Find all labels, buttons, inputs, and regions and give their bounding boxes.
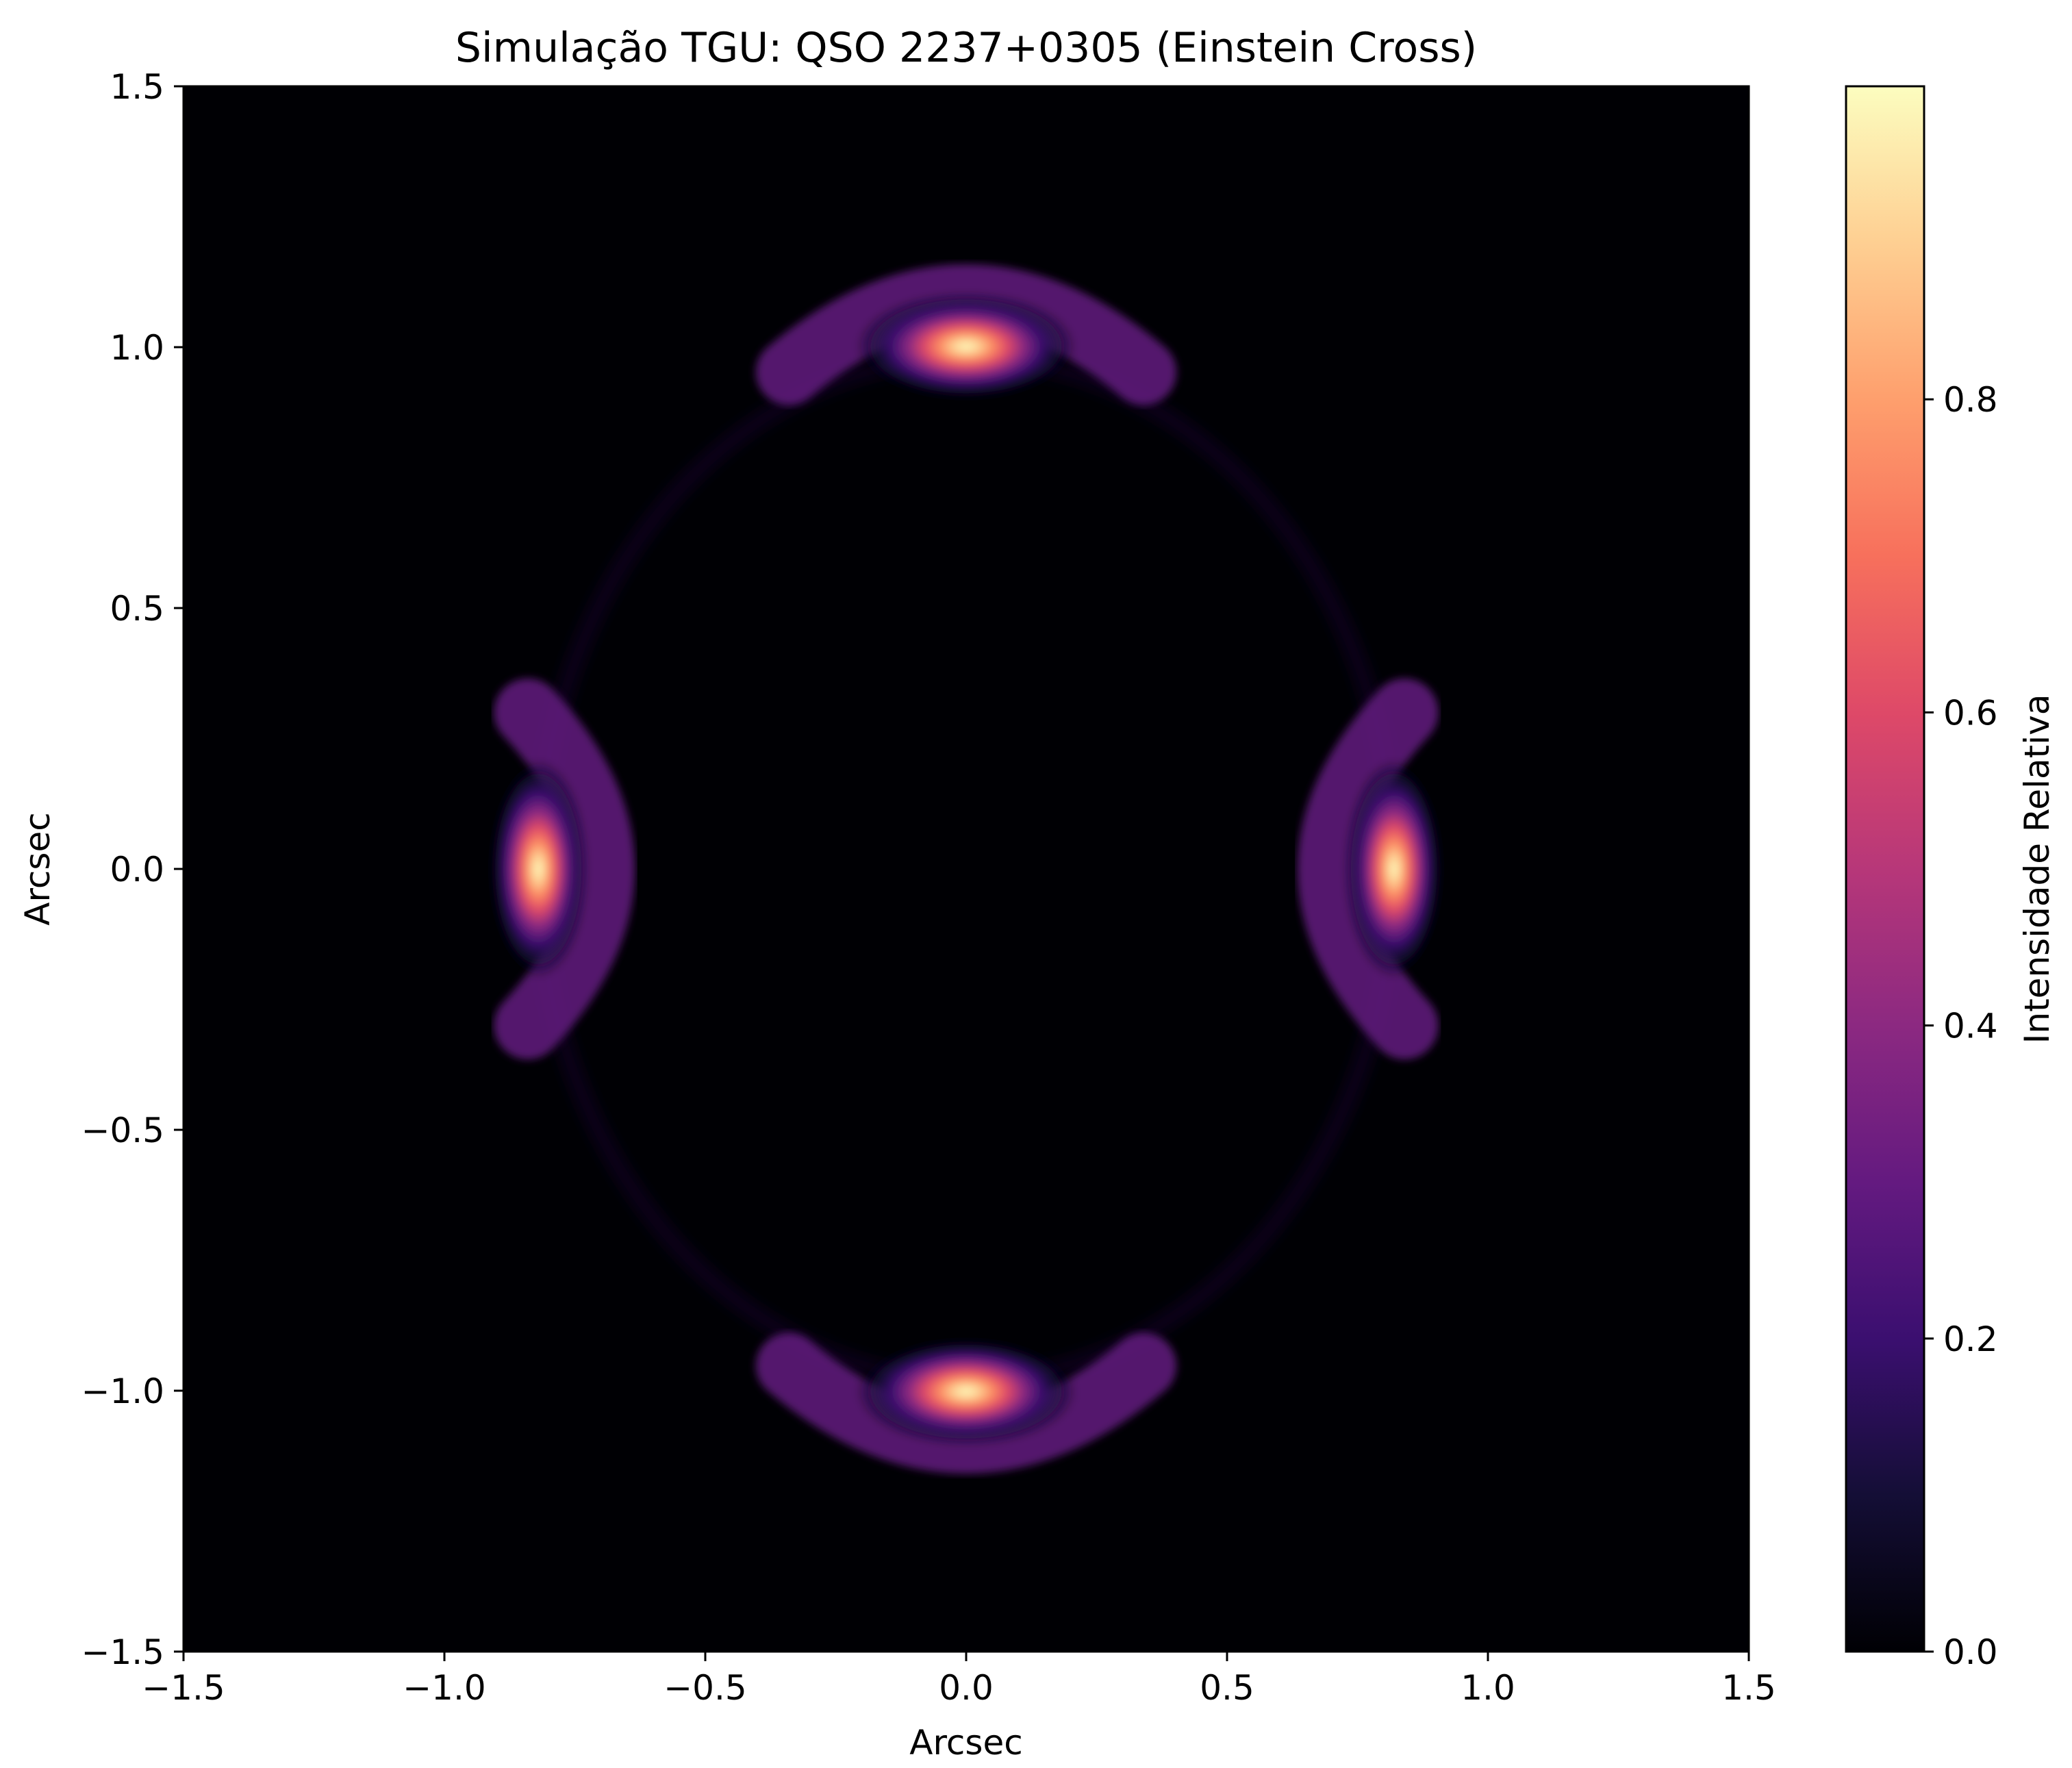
x-tick-label: 0.0 [939, 1668, 994, 1708]
colorbar-tick-label: 0.0 [1943, 1632, 1998, 1672]
y-tick-label: 0.5 [110, 589, 164, 629]
lensed-image-d [1297, 678, 1444, 1060]
lensed-image-a [755, 264, 1177, 405]
y-axis-label: Arcsec [18, 812, 58, 925]
y-axis: −1.5 −1.0 −0.5 0.0 0.5 1.0 1.5 [81, 67, 184, 1672]
colorbar-label: Intensidade Relativa [2017, 694, 2057, 1044]
x-axis-label: Arcsec [909, 1723, 1022, 1763]
y-tick-label: −0.5 [81, 1111, 164, 1150]
plot-area [182, 85, 1750, 1653]
x-tick-label: −1.0 [403, 1668, 485, 1708]
colorbar-gradient [1845, 85, 1925, 1653]
colorbar: 0.0 0.2 0.4 0.6 0.8 Intensidade Relativa [1845, 85, 2057, 1672]
colorbar-ticks: 0.0 0.2 0.4 0.6 0.8 [1924, 380, 1998, 1672]
x-tick-label: 1.5 [1721, 1668, 1776, 1708]
y-tick-label: −1.0 [81, 1372, 164, 1411]
chart-title: Simulação TGU: QSO 2237+0305 (Einstein C… [455, 24, 1477, 72]
y-tick-label: −1.5 [81, 1632, 164, 1672]
x-axis: −1.5 −1.0 −0.5 0.0 0.5 1.0 1.5 [142, 1652, 1776, 1708]
x-tick-label: 0.5 [1200, 1668, 1254, 1708]
lensed-image-c [488, 678, 635, 1060]
heatmap-layer [488, 264, 1444, 1474]
colorbar-tick-label: 0.4 [1943, 1007, 1998, 1046]
lensed-image-b [755, 1333, 1177, 1474]
x-tick-label: 1.0 [1461, 1668, 1515, 1708]
y-tick-label: 0.0 [110, 850, 164, 889]
x-tick-label: −0.5 [664, 1668, 746, 1708]
colorbar-tick-label: 0.6 [1943, 693, 1998, 733]
y-tick-label: 1.0 [110, 328, 164, 368]
colorbar-tick-label: 0.8 [1943, 380, 1998, 420]
x-tick-label: −1.5 [142, 1668, 225, 1708]
colorbar-tick-label: 0.2 [1943, 1319, 1998, 1359]
y-tick-label: 1.5 [110, 67, 164, 107]
